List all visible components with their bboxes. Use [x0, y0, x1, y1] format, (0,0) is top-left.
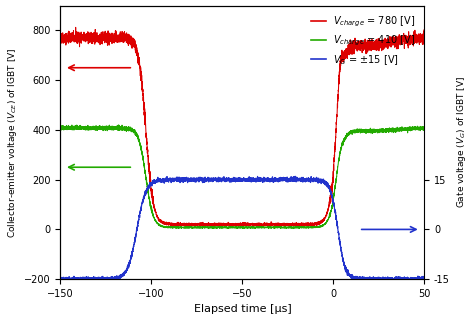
Y-axis label: Collector-emitter voltage ($V_{CE}$) of IGBT [V]: Collector-emitter voltage ($V_{CE}$) of … — [6, 47, 18, 237]
Y-axis label: Gate voltage ($V_G$) of IGBT [V]: Gate voltage ($V_G$) of IGBT [V] — [456, 76, 468, 208]
X-axis label: Elapsed time [μs]: Elapsed time [μs] — [193, 304, 291, 315]
Legend: $V_{charge}$ = 780 [V], $V_{charge}$ = 410 [V], $V_G$ = ±15 [V]: $V_{charge}$ = 780 [V], $V_{charge}$ = 4… — [307, 11, 419, 70]
